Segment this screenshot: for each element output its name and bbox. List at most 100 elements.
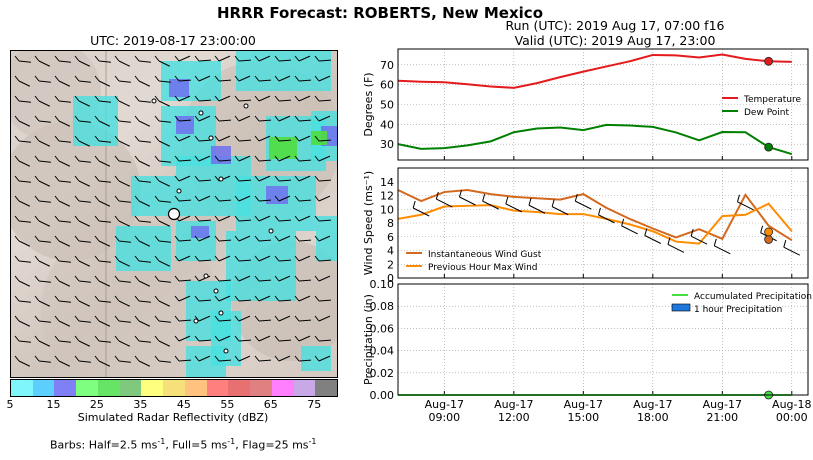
- station-marker: [198, 110, 204, 116]
- wind-barb-staff: [258, 159, 272, 162]
- wind-barb-staff: [278, 139, 292, 142]
- wind-barb-staff: [118, 140, 131, 147]
- wind-barb-staff: [78, 80, 91, 83]
- wind-barb: [274, 135, 292, 142]
- wind-barb: [134, 135, 151, 143]
- wind-barb-staff: [198, 179, 212, 182]
- wind-barb-staff: [278, 75, 291, 82]
- x-tick-label: Aug-17: [494, 398, 533, 411]
- wind-barb-feather: [314, 95, 320, 102]
- wind-barb: [114, 275, 131, 283]
- wind-barb-feather: [314, 175, 320, 182]
- wind-barb: [174, 95, 191, 102]
- wind-barb: [274, 255, 292, 262]
- wind-barb: [154, 295, 171, 307]
- wind-barb-staff: [238, 339, 252, 342]
- wind-barb: [314, 335, 332, 342]
- wind-barb-feather: [134, 195, 140, 202]
- wind-barb: [54, 355, 71, 367]
- wind-barb: [214, 115, 232, 122]
- wind-barb: [234, 195, 251, 202]
- station-marker: [151, 98, 157, 104]
- wind-barb-feather: [14, 215, 20, 222]
- wind-barb-staff: [278, 299, 292, 302]
- wind-barb: [214, 55, 231, 62]
- wind-barb-staff: [278, 219, 292, 222]
- wind-barb-staff: [198, 195, 211, 202]
- series-line: [397, 188, 793, 242]
- wind-barb: [134, 55, 151, 63]
- y-tick-label: 14: [380, 176, 394, 189]
- wind-barb-feather: [54, 55, 60, 62]
- wind-barb-feather: [214, 155, 220, 162]
- wind-barb: [94, 275, 111, 287]
- wind-barb-staff: [258, 295, 271, 302]
- series-line: [397, 123, 793, 156]
- wind-barb: [234, 275, 251, 282]
- wind-barb-feather: [154, 355, 160, 362]
- wind-barb-staff: [258, 119, 272, 122]
- wind-barb: [94, 295, 111, 303]
- wind-barb-feather: [34, 55, 40, 62]
- wind-barb-staff: [258, 335, 271, 342]
- wind-barb-feather: [14, 195, 20, 202]
- colorbar-tick-label: 5: [6, 398, 14, 411]
- wind-barb-staff: [318, 275, 331, 282]
- wind-barb-staff: [318, 259, 332, 262]
- wind-barb-feather: [254, 355, 260, 362]
- wind-barb-feather: [34, 215, 40, 222]
- wind-barb: [459, 196, 476, 206]
- wind-barb: [34, 55, 51, 67]
- wind-barb: [94, 215, 111, 223]
- wind-barb-feather: [154, 295, 160, 302]
- wind-barb-feather: [174, 155, 180, 162]
- wind-barb-feather: [34, 115, 40, 122]
- wind-barb-staff: [278, 179, 292, 182]
- series-line: [397, 53, 792, 89]
- wind-barb-feather: [174, 75, 180, 82]
- wind-barb-staff: [158, 220, 171, 227]
- wind-barb-feather: [314, 215, 320, 222]
- wind-barb: [54, 135, 71, 143]
- wind-barb-feather: [134, 315, 140, 322]
- wind-barb-staff: [138, 360, 151, 367]
- wind-barb: [154, 275, 171, 283]
- wind-barb-feather: [94, 55, 100, 62]
- wind-barb-staff: [258, 175, 271, 182]
- wind-barb-staff: [78, 60, 91, 67]
- wind-barb: [274, 195, 291, 202]
- wind-barb-staff: [78, 220, 91, 227]
- wind-barb: [194, 355, 211, 362]
- wind-barb: [294, 295, 311, 302]
- wind-barb: [134, 315, 151, 327]
- wind-barb-feather: [294, 135, 300, 142]
- wind-barb-staff: [198, 259, 212, 262]
- wind-barb-feather: [134, 155, 140, 162]
- forecast-location-marker: [167, 207, 181, 221]
- wind-barb: [174, 335, 191, 342]
- wind-barb-feather: [14, 55, 20, 62]
- wind-barb: [54, 235, 71, 247]
- wind-barb-feather: [114, 295, 120, 302]
- wind-barb-feather: [234, 155, 240, 162]
- wind-barb-feather: [74, 355, 80, 362]
- wind-barb-feather: [294, 255, 300, 262]
- wind-barb-staff: [78, 140, 91, 147]
- wind-barb-feather: [234, 215, 240, 222]
- wind-barb-feather: [114, 215, 120, 222]
- legend-label: Temperature: [743, 95, 801, 105]
- wind-barb-feather: [254, 95, 260, 102]
- wind-barb: [214, 75, 232, 82]
- wind-barb: [234, 55, 252, 62]
- wind-barb: [134, 175, 151, 183]
- station-marker: [176, 188, 182, 194]
- wind-barb-staff: [78, 320, 91, 323]
- wind-barb-feather: [254, 295, 260, 302]
- wind-barb: [54, 175, 71, 183]
- colorbar-swatch: [293, 380, 316, 396]
- wind-barb-staff: [178, 55, 191, 62]
- wind-barb: [274, 215, 292, 222]
- wind-barb-feather: [14, 315, 20, 322]
- wind-barb-feather: [254, 255, 260, 262]
- colorbar-tick-label: 35: [133, 398, 148, 411]
